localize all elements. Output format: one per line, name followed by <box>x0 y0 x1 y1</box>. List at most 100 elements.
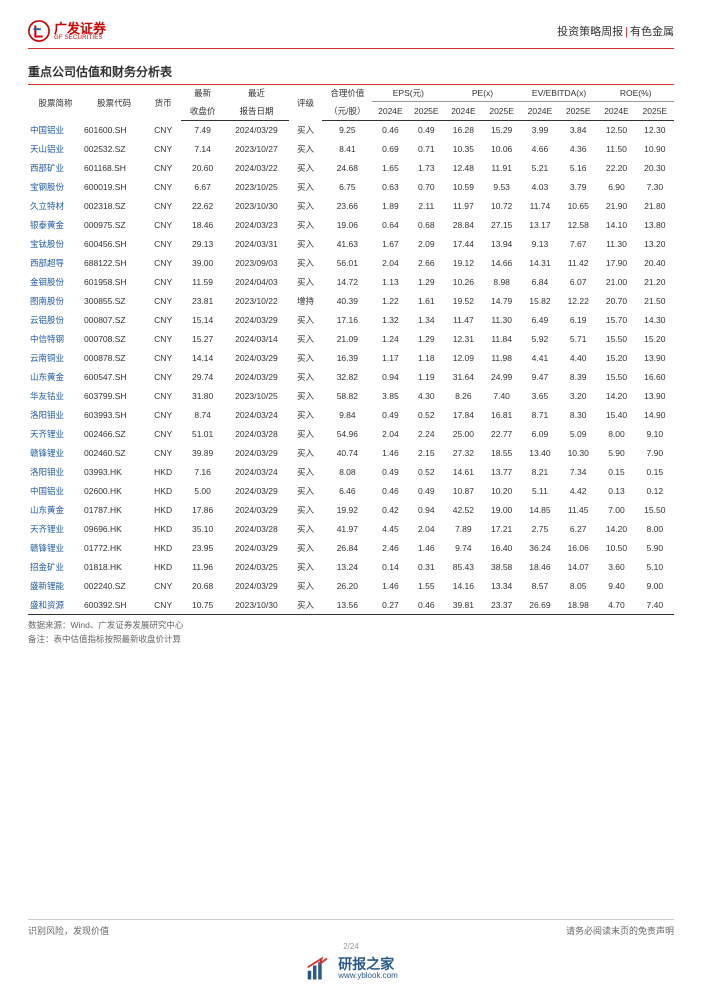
cell-price: 14.14 <box>181 348 224 367</box>
cell-metric-7: 12.30 <box>636 120 674 139</box>
cell-metric-2: 10.26 <box>444 272 482 291</box>
cell-code: 03993.HK <box>83 462 145 481</box>
cell-metric-3: 13.94 <box>483 234 521 253</box>
cell-price: 8.74 <box>181 405 224 424</box>
cell-fairvalue: 41.63 <box>322 234 372 253</box>
cell-metric-0: 0.14 <box>372 557 408 576</box>
cell-code: 600547.SH <box>83 367 145 386</box>
cell-metric-4: 14.85 <box>521 500 559 519</box>
cell-metric-5: 4.42 <box>559 481 597 500</box>
cell-metric-5: 12.58 <box>559 215 597 234</box>
cell-metric-1: 1.55 <box>408 576 444 595</box>
cell-metric-5: 18.98 <box>559 595 597 615</box>
cell-code: 300855.SZ <box>83 291 145 310</box>
cell-rating: 买入 <box>289 519 322 538</box>
cell-date: 2024/03/29 <box>224 310 289 329</box>
cell-metric-5: 14.07 <box>559 557 597 576</box>
cell-name: 山东黄金 <box>28 500 83 519</box>
cell-metric-7: 21.50 <box>636 291 674 310</box>
cell-metric-5: 5.16 <box>559 158 597 177</box>
cell-metric-4: 8.21 <box>521 462 559 481</box>
cell-metric-0: 1.32 <box>372 310 408 329</box>
cell-metric-7: 14.30 <box>636 310 674 329</box>
cell-fairvalue: 17.16 <box>322 310 372 329</box>
cell-fairvalue: 32.82 <box>322 367 372 386</box>
cell-fairvalue: 16.39 <box>322 348 372 367</box>
cell-curr: HKD <box>145 538 181 557</box>
table-row: 盛新锂能002240.SZCNY20.682024/03/29买入26.201.… <box>28 576 674 595</box>
cell-metric-2: 10.35 <box>444 139 482 158</box>
cell-metric-3: 14.66 <box>483 253 521 272</box>
th-sub-3: 2025E <box>483 102 521 121</box>
cell-price: 23.95 <box>181 538 224 557</box>
cell-metric-3: 13.34 <box>483 576 521 595</box>
page-header: 广发证券 GF SECURITIES 投资策略周报|有色金属 <box>28 20 674 49</box>
cell-metric-5: 5.71 <box>559 329 597 348</box>
th-sub-2: 2024E <box>444 102 482 121</box>
cell-name: 华友钴业 <box>28 386 83 405</box>
cell-code: 002240.SZ <box>83 576 145 595</box>
cell-name: 天山铝业 <box>28 139 83 158</box>
cell-fairvalue: 8.08 <box>322 462 372 481</box>
cell-metric-6: 20.70 <box>597 291 635 310</box>
cell-metric-6: 15.70 <box>597 310 635 329</box>
cell-metric-5: 3.79 <box>559 177 597 196</box>
cell-metric-0: 1.67 <box>372 234 408 253</box>
table-row: 洛阳钼业03993.HKHKD7.162024/03/24买入8.080.490… <box>28 462 674 481</box>
cell-metric-4: 6.09 <box>521 424 559 443</box>
cell-metric-1: 0.94 <box>408 500 444 519</box>
cell-metric-2: 85.43 <box>444 557 482 576</box>
cell-price: 18.46 <box>181 215 224 234</box>
cell-fairvalue: 26.84 <box>322 538 372 557</box>
cell-metric-4: 8.57 <box>521 576 559 595</box>
cell-metric-5: 8.30 <box>559 405 597 424</box>
cell-name: 赣锋锂业 <box>28 443 83 462</box>
cell-metric-4: 9.47 <box>521 367 559 386</box>
cell-code: 600456.SH <box>83 234 145 253</box>
cell-fairvalue: 13.24 <box>322 557 372 576</box>
cell-metric-7: 5.10 <box>636 557 674 576</box>
watermark-en: www.yblook.com <box>338 972 398 981</box>
cell-metric-7: 20.30 <box>636 158 674 177</box>
cell-metric-0: 0.27 <box>372 595 408 615</box>
cell-curr: CNY <box>145 291 181 310</box>
cell-curr: CNY <box>145 424 181 443</box>
th-name: 股票简称 <box>28 85 83 120</box>
cell-metric-1: 2.09 <box>408 234 444 253</box>
cell-date: 2024/03/29 <box>224 348 289 367</box>
cell-name: 洛阳钼业 <box>28 405 83 424</box>
cell-date: 2024/03/28 <box>224 519 289 538</box>
cell-metric-6: 14.10 <box>597 215 635 234</box>
cell-curr: CNY <box>145 367 181 386</box>
cell-code: 01818.HK <box>83 557 145 576</box>
cell-date: 2023/09/03 <box>224 253 289 272</box>
cell-metric-3: 11.30 <box>483 310 521 329</box>
table-row: 山东黄金600547.SHCNY29.742024/03/29买入32.820.… <box>28 367 674 386</box>
cell-metric-1: 2.15 <box>408 443 444 462</box>
cell-price: 51.01 <box>181 424 224 443</box>
cell-metric-3: 13.77 <box>483 462 521 481</box>
cell-rating: 买入 <box>289 595 322 615</box>
cell-metric-2: 14.61 <box>444 462 482 481</box>
cell-name: 西部矿业 <box>28 158 83 177</box>
th-eps: EPS(元) <box>372 85 444 102</box>
cell-curr: CNY <box>145 139 181 158</box>
th-sub-6: 2024E <box>597 102 635 121</box>
cell-metric-5: 6.27 <box>559 519 597 538</box>
table-row: 天齐锂业09696.HKHKD35.102024/03/28买入41.974.4… <box>28 519 674 538</box>
cell-curr: CNY <box>145 158 181 177</box>
gf-logo-icon <box>28 20 50 42</box>
cell-metric-5: 8.05 <box>559 576 597 595</box>
cell-metric-6: 3.60 <box>597 557 635 576</box>
cell-metric-3: 16.40 <box>483 538 521 557</box>
cell-metric-0: 0.49 <box>372 462 408 481</box>
cell-rating: 买入 <box>289 272 322 291</box>
cell-date: 2024/04/03 <box>224 272 289 291</box>
cell-name: 天齐锂业 <box>28 424 83 443</box>
cell-metric-2: 39.81 <box>444 595 482 615</box>
table-row: 山东黄金01787.HKHKD17.862024/03/29买入19.920.4… <box>28 500 674 519</box>
cell-metric-1: 0.52 <box>408 405 444 424</box>
cell-metric-7: 20.40 <box>636 253 674 272</box>
cell-metric-4: 3.99 <box>521 120 559 139</box>
cell-rating: 买入 <box>289 139 322 158</box>
